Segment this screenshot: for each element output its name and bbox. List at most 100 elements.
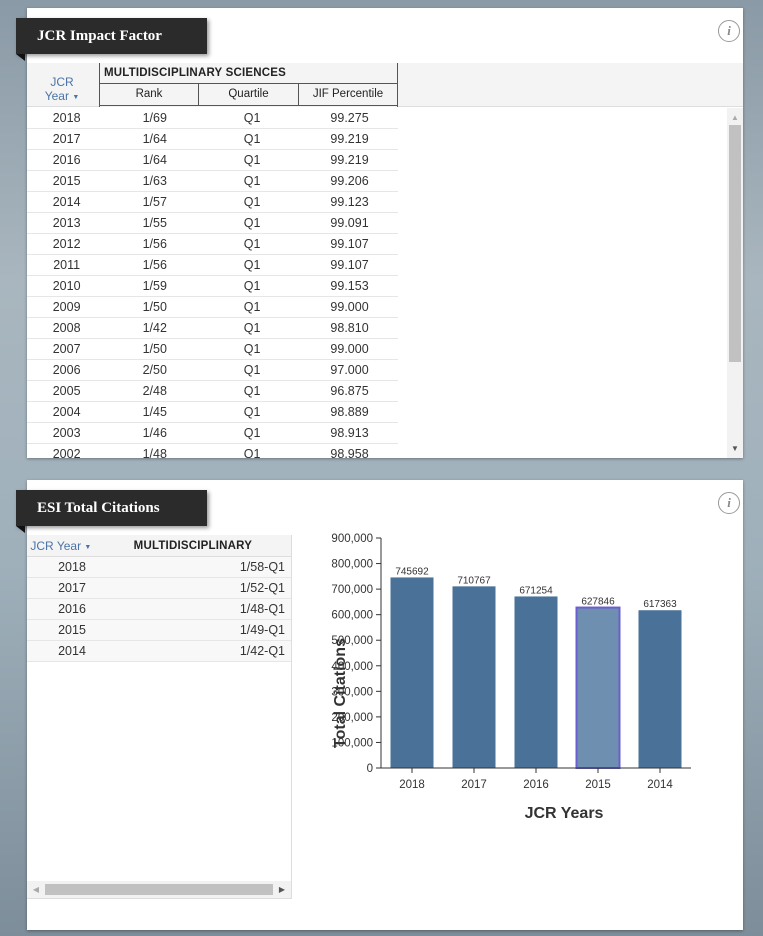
column-header-rank[interactable]: Rank [100,84,199,106]
rank-cell: 2/48 [142,384,167,398]
vertical-scrollbar[interactable]: ▲ ▼ [727,108,743,458]
jif-percentile-cell: 99.000 [330,300,369,314]
bar-2018[interactable] [390,577,434,768]
y-tick-label: 400,000 [331,661,373,673]
column-header-quartile[interactable]: Quartile [199,84,299,106]
y-tick-label: 700,000 [331,584,373,596]
y-axis-title: Total Citations [332,638,349,748]
info-icon[interactable]: i [718,492,740,514]
year-cell: 2003 [52,426,81,440]
rank-cell: 1/50 [142,342,167,356]
info-icon[interactable]: i [718,20,740,42]
rank-quartile-cell: 1/42-Q1 [239,644,285,658]
rank-cell: 1/63 [142,174,167,188]
y-tick-label: 600,000 [331,610,373,622]
year-cell: 2018 [52,111,81,125]
rank-cell: 1/64 [142,153,167,167]
bar-2014[interactable] [638,610,682,768]
rank-cell: 1/56 [142,237,167,251]
table-row: 2005 2/48 Q1 96.875 [27,381,398,402]
column-header-jif-percentile[interactable]: JIF Percentile [299,84,397,106]
rank-cell: 2/50 [142,363,167,377]
y-axis: 0 100,000 200,000 300,000 400,000 500,000 600,… [331,533,382,775]
esi-year-header-label: JCR Year [30,538,82,553]
quartile-cell: Q1 [243,426,261,440]
table-row: 2009 1/50 Q1 99.000 [27,297,398,318]
esi-year-sort-header[interactable]: JCR Year ▼ [27,539,95,553]
table-row: 2018 1/69 Q1 99.275 [27,108,398,129]
table-row: 2003 1/46 Q1 98.913 [27,423,398,444]
esi-table-body: 2018 1/58-Q1 2017 1/52-Q1 2016 1/48-Q1 2015 1/4… [27,557,291,662]
jif-percentile-cell: 99.206 [330,174,369,188]
y-tick-label: 500,000 [331,635,373,647]
jif-percentile-cell: 99.000 [330,342,369,356]
year-cell: 2013 [52,216,81,230]
rank-quartile-cell: 1/48-Q1 [239,602,285,616]
table-row: 2015 1/49-Q1 [27,620,291,641]
esi-total-citations-panel: ESI Total Citations i JCR Year ▼ MULTIDI… [16,480,743,930]
rank-cell: 1/45 [142,405,167,419]
quartile-cell: Q1 [243,279,261,293]
table-row: 2010 1/59 Q1 99.153 [27,276,398,297]
y-tick-label: 200,000 [331,712,373,724]
esi-category-header: MULTIDISCIPLINARY [133,539,253,552]
table-row: 2012 1/56 Q1 99.107 [27,234,398,255]
jif-percentile-cell: 98.810 [330,321,369,335]
jif-percentile-cell: 98.913 [330,426,369,440]
x-tick-label: 2016 [523,779,549,791]
jif-percentile-cell: 97.000 [330,363,369,377]
caret-down-icon: ▼ [72,94,80,101]
table-row: 2017 1/64 Q1 99.219 [27,129,398,150]
jcr-panel-title: JCR Impact Factor [16,18,207,61]
x-tick-label: 2015 [585,779,611,791]
year-cell: 2015 [52,174,81,188]
scroll-left-arrow-icon[interactable]: ◀ [32,885,40,894]
scroll-down-arrow-icon[interactable]: ▼ [731,444,739,453]
category-title: MULTIDISCIPLINARY SCIENCES [100,63,397,84]
bar-data-label: 710767 [457,575,491,586]
y-tick-label: 300,000 [331,686,373,698]
jif-percentile-cell: 99.153 [330,279,369,293]
esi-table: JCR Year ▼ MULTIDISCIPLINARY 2018 1/58-Q1… [27,535,292,899]
quartile-cell: Q1 [243,342,261,356]
bar-2015[interactable] [575,606,621,770]
quartile-cell: Q1 [243,174,261,188]
quartile-cell: Q1 [243,195,261,209]
table-row: 2006 2/50 Q1 97.000 [27,360,398,381]
scrollbar-thumb[interactable] [45,884,273,895]
jcr-year-sort-header[interactable]: JCR Year ▼ [41,75,83,105]
bar-2016[interactable] [514,596,558,768]
category-header-group: MULTIDISCIPLINARY SCIENCES Rank Quartile… [99,63,398,107]
rank-quartile-cell: 1/58-Q1 [239,560,285,574]
rank-cell: 1/55 [142,216,167,230]
year-cell: 2006 [52,363,81,377]
scrollbar-thumb[interactable] [729,125,741,362]
year-cell: 2016 [58,602,86,616]
quartile-cell: Q1 [243,321,261,335]
table-row: 2017 1/52-Q1 [27,578,291,599]
bar-2017[interactable] [452,586,496,768]
jcr-year-header-label-2: Year [44,89,69,103]
table-row: 2015 1/63 Q1 99.206 [27,171,398,192]
year-cell: 2007 [52,342,81,356]
scroll-right-arrow-icon[interactable]: ▶ [278,885,286,894]
year-cell: 2004 [52,405,81,419]
year-cell: 2011 [53,258,81,272]
quartile-cell: Q1 [243,237,261,251]
scroll-up-arrow-icon[interactable]: ▲ [731,113,739,122]
year-cell: 2016 [52,153,81,167]
x-axis: 2018 2017 2016 2015 2014 [381,767,691,791]
rank-cell: 1/64 [142,132,167,146]
horizontal-scrollbar[interactable]: ◀ ▶ [27,881,291,898]
jcr-impact-factor-panel: JCR Impact Factor i JCR Year ▼ MULTIDISC… [16,8,743,458]
table-row: 2013 1/55 Q1 99.091 [27,213,398,234]
esi-panel-title: ESI Total Citations [16,490,207,533]
jif-percentile-cell: 99.219 [330,132,369,146]
rank-cell: 1/69 [142,111,167,125]
table-row: 2018 1/58-Q1 [27,557,291,578]
rank-quartile-cell: 1/52-Q1 [239,581,285,595]
year-cell: 2009 [52,300,81,314]
bar-data-label: 745692 [395,566,429,577]
x-tick-label: 2017 [461,779,487,791]
year-cell: 2017 [58,581,86,595]
